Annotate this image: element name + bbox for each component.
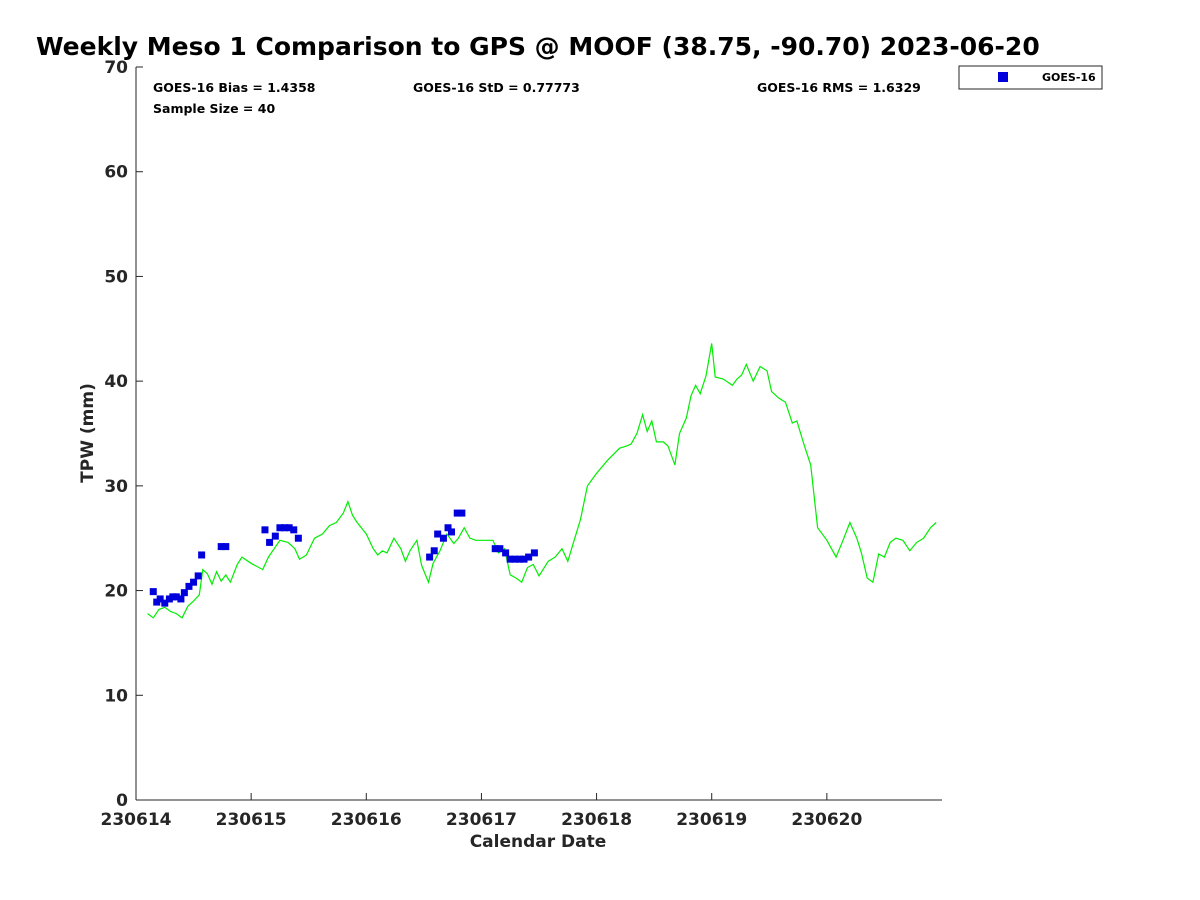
goes16-marker-series — [149, 509, 538, 607]
goes16-point — [502, 549, 510, 557]
legend-label-goes16: GOES-16 — [1042, 71, 1096, 84]
goes16-point — [530, 549, 538, 557]
goes16-point — [177, 595, 185, 603]
goes16-point — [447, 528, 455, 536]
goes16-point — [290, 526, 298, 534]
goes16-point — [156, 595, 164, 603]
y-tick-label: 70 — [104, 58, 128, 78]
rms-stat: GOES-16 RMS = 1.6329 — [757, 80, 921, 95]
goes16-point — [426, 553, 434, 561]
x-tick-label: 230614 — [101, 810, 172, 830]
goes16-point — [266, 538, 274, 546]
goes16-point — [217, 543, 225, 551]
goes16-point — [161, 599, 169, 607]
goes16-point — [520, 555, 528, 563]
goes16-point — [511, 555, 519, 563]
goes16-point — [491, 545, 499, 553]
goes16-point — [294, 534, 302, 542]
goes16-point — [430, 547, 438, 555]
chart-title: Weekly Meso 1 Comparison to GPS @ MOOF (… — [36, 32, 1040, 61]
std-stat: GOES-16 StD = 0.77773 — [413, 80, 580, 95]
x-tick-label: 230620 — [791, 810, 862, 830]
goes16-point — [198, 551, 206, 559]
y-tick-label: 50 — [104, 267, 128, 287]
goes16-point — [271, 532, 279, 540]
plot-area: 0 10 20 30 40 50 60 70 230614 230615 230616 230617… — [101, 58, 942, 830]
goes16-point — [285, 524, 293, 532]
x-tick-label: 230618 — [561, 810, 632, 830]
goes16-point — [458, 509, 466, 517]
goes16-point — [496, 545, 504, 553]
y-tick-label: 20 — [104, 582, 128, 602]
legend-box — [958, 65, 1103, 90]
y-tick-label: 60 — [104, 163, 128, 183]
goes16-point — [453, 509, 461, 517]
legend: GOES-16 — [958, 65, 1103, 90]
x-tick-label: 230619 — [676, 810, 747, 830]
legend-marker — [998, 72, 1008, 82]
gps-tpw-line-series — [147, 343, 937, 619]
goes16-point — [506, 555, 514, 563]
goes16-point — [261, 526, 269, 534]
y-axis-label: TPW (mm) — [78, 383, 98, 483]
goes16-point — [281, 524, 289, 532]
goes16-point — [172, 593, 180, 601]
x-ticks: 230614 230615 230616 230617 230618 230619 2306… — [101, 793, 863, 830]
goes16-point — [180, 589, 188, 597]
gps-tpw-line — [147, 343, 937, 619]
goes16-point — [515, 555, 523, 563]
goes16-point — [439, 534, 447, 542]
goes16-point — [185, 582, 193, 590]
goes16-point — [525, 553, 533, 561]
x-axis-label: Calendar Date — [470, 832, 607, 852]
goes16-point — [149, 588, 157, 596]
sample-size-stat: Sample Size = 40 — [153, 101, 275, 116]
goes16-point — [222, 543, 230, 551]
y-tick-label: 0 — [116, 791, 128, 811]
bias-stat: GOES-16 Bias = 1.4358 — [153, 80, 315, 95]
x-tick-label: 230616 — [331, 810, 402, 830]
y-tick-label: 10 — [104, 686, 128, 706]
y-tick-label: 40 — [104, 372, 128, 392]
x-tick-label: 230617 — [446, 810, 517, 830]
goes16-point — [276, 524, 284, 532]
y-tick-label: 30 — [104, 477, 128, 497]
goes16-point — [434, 530, 442, 538]
x-tick-label: 230615 — [216, 810, 287, 830]
goes16-point — [190, 578, 198, 586]
y-ticks: 0 10 20 30 40 50 60 70 — [104, 58, 143, 811]
goes16-point — [194, 572, 202, 580]
goes16-point — [444, 524, 452, 532]
